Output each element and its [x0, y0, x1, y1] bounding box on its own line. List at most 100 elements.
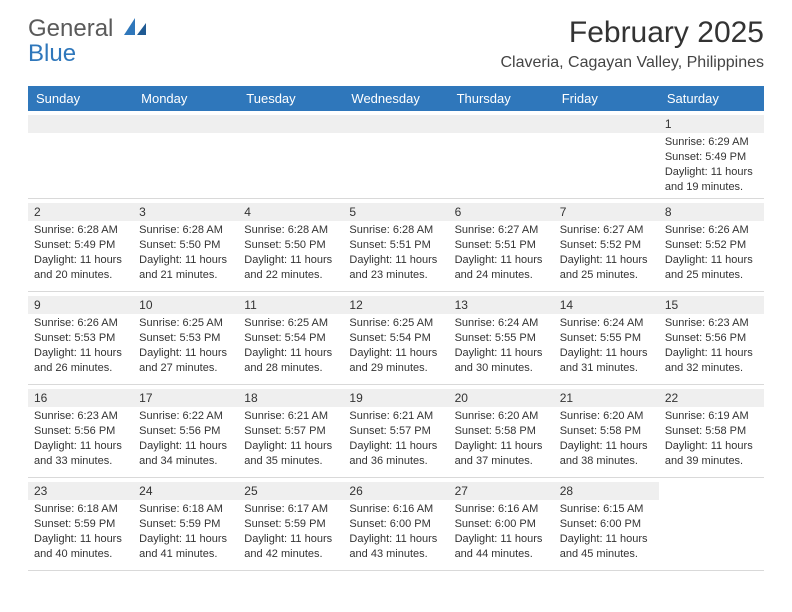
week-row: 2Sunrise: 6:28 AMSunset: 5:49 PMDaylight… [28, 199, 764, 292]
day-info: Sunrise: 6:22 AMSunset: 5:56 PMDaylight:… [139, 409, 232, 468]
day-info: Sunrise: 6:25 AMSunset: 5:54 PMDaylight:… [244, 316, 337, 375]
day-info-line: Sunrise: 6:27 AM [560, 223, 653, 238]
day-info-line: Sunset: 5:59 PM [34, 517, 127, 532]
day-info-line: Daylight: 11 hours [139, 439, 232, 454]
day-info-line: Daylight: 11 hours [139, 346, 232, 361]
day-info-line: Daylight: 11 hours [560, 346, 653, 361]
location-text: Claveria, Cagayan Valley, Philippines [500, 54, 764, 72]
day-cell: 3Sunrise: 6:28 AMSunset: 5:50 PMDaylight… [133, 199, 238, 291]
day-info-line: Sunrise: 6:15 AM [560, 502, 653, 517]
day-info-line: Daylight: 11 hours [349, 439, 442, 454]
day-info-line: and 32 minutes. [665, 361, 758, 376]
day-info: Sunrise: 6:16 AMSunset: 6:00 PMDaylight:… [349, 502, 442, 561]
day-number: 2 [28, 203, 133, 221]
day-info-line: Sunset: 5:57 PM [244, 424, 337, 439]
day-info-line: and 41 minutes. [139, 547, 232, 562]
day-info-line: Daylight: 11 hours [455, 439, 548, 454]
day-info-line: Daylight: 11 hours [455, 532, 548, 547]
day-info-line: Daylight: 11 hours [665, 346, 758, 361]
day-cell: 27Sunrise: 6:16 AMSunset: 6:00 PMDayligh… [449, 478, 554, 570]
day-info: Sunrise: 6:15 AMSunset: 6:00 PMDaylight:… [560, 502, 653, 561]
day-info-line: and 40 minutes. [34, 547, 127, 562]
day-info-line: and 44 minutes. [455, 547, 548, 562]
day-number: 14 [554, 296, 659, 314]
day-info-line: Sunset: 5:52 PM [560, 238, 653, 253]
day-number: 15 [659, 296, 764, 314]
day-info-line: Sunrise: 6:20 AM [455, 409, 548, 424]
day-info-line: Sunrise: 6:25 AM [139, 316, 232, 331]
day-info-line: Sunrise: 6:16 AM [455, 502, 548, 517]
day-info-line: Daylight: 11 hours [665, 165, 758, 180]
day-number: 18 [238, 389, 343, 407]
day-info-line: and 27 minutes. [139, 361, 232, 376]
day-cell [343, 111, 448, 198]
day-info-line: and 31 minutes. [560, 361, 653, 376]
weekday-cell: Thursday [449, 86, 554, 111]
day-info-line: and 34 minutes. [139, 454, 232, 469]
day-info-line: Sunrise: 6:21 AM [349, 409, 442, 424]
day-info-line: Daylight: 11 hours [244, 532, 337, 547]
day-info-line: and 30 minutes. [455, 361, 548, 376]
day-cell [449, 111, 554, 198]
day-info-line: and 28 minutes. [244, 361, 337, 376]
day-info: Sunrise: 6:29 AMSunset: 5:49 PMDaylight:… [665, 135, 758, 194]
day-cell: 5Sunrise: 6:28 AMSunset: 5:51 PMDaylight… [343, 199, 448, 291]
day-info-line: Sunset: 5:49 PM [665, 150, 758, 165]
day-info-line: Sunrise: 6:22 AM [139, 409, 232, 424]
logo-sail-icon [124, 15, 146, 42]
day-number: 27 [449, 482, 554, 500]
day-info-line: and 25 minutes. [560, 268, 653, 283]
day-info-line: Daylight: 11 hours [139, 253, 232, 268]
day-number: 25 [238, 482, 343, 500]
day-info-line: Daylight: 11 hours [665, 253, 758, 268]
day-info-line: and 24 minutes. [455, 268, 548, 283]
day-number: 23 [28, 482, 133, 500]
day-info: Sunrise: 6:23 AMSunset: 5:56 PMDaylight:… [665, 316, 758, 375]
day-info: Sunrise: 6:28 AMSunset: 5:50 PMDaylight:… [139, 223, 232, 282]
day-cell [28, 111, 133, 198]
day-info-line: Sunset: 5:59 PM [139, 517, 232, 532]
day-number: 13 [449, 296, 554, 314]
day-info-line: Sunrise: 6:28 AM [349, 223, 442, 238]
day-cell: 15 Sunrise: 6:23 AMSunset: 5:56 PMDayligh… [659, 292, 764, 384]
logo-text: General Blue [28, 16, 146, 66]
day-number: 20 [449, 389, 554, 407]
day-info: Sunrise: 6:24 AMSunset: 5:55 PMDaylight:… [455, 316, 548, 375]
day-number-strip-empty [28, 115, 133, 133]
day-number: 17 [133, 389, 238, 407]
day-info-line: Sunset: 5:58 PM [665, 424, 758, 439]
day-info-line: Sunrise: 6:28 AM [34, 223, 127, 238]
day-number: 6 [449, 203, 554, 221]
day-cell: 4Sunrise: 6:28 AMSunset: 5:50 PMDaylight… [238, 199, 343, 291]
day-number: 5 [343, 203, 448, 221]
day-number: 7 [554, 203, 659, 221]
day-info-line: Sunrise: 6:18 AM [139, 502, 232, 517]
day-info-line: Sunset: 5:57 PM [349, 424, 442, 439]
day-info-line: Daylight: 11 hours [244, 439, 337, 454]
day-info-line: Daylight: 11 hours [560, 253, 653, 268]
day-cell: 12Sunrise: 6:25 AMSunset: 5:54 PMDayligh… [343, 292, 448, 384]
day-number: 8 [659, 203, 764, 221]
day-info-line: and 43 minutes. [349, 547, 442, 562]
day-number: 10 [133, 296, 238, 314]
day-info-line: and 42 minutes. [244, 547, 337, 562]
day-info-line: and 25 minutes. [665, 268, 758, 283]
day-info-line: Sunset: 5:53 PM [139, 331, 232, 346]
day-cell: 10 Sunrise: 6:25 AMSunset: 5:53 PMDayligh… [133, 292, 238, 384]
day-info-line: Sunset: 6:00 PM [349, 517, 442, 532]
day-cell [238, 111, 343, 198]
day-info-line: Sunset: 5:56 PM [665, 331, 758, 346]
day-info-line: Sunrise: 6:24 AM [455, 316, 548, 331]
day-info-line: Sunset: 5:50 PM [244, 238, 337, 253]
weekday-header-row: SundayMondayTuesdayWednesdayThursdayFrid… [28, 86, 764, 111]
day-info: Sunrise: 6:21 AMSunset: 5:57 PMDaylight:… [349, 409, 442, 468]
day-cell: 18Sunrise: 6:21 AMSunset: 5:57 PMDayligh… [238, 385, 343, 477]
day-info-line: Sunrise: 6:25 AM [244, 316, 337, 331]
day-info-line: and 21 minutes. [139, 268, 232, 283]
day-info-line: Daylight: 11 hours [139, 532, 232, 547]
day-info-line: Daylight: 11 hours [34, 532, 127, 547]
day-number: 12 [343, 296, 448, 314]
day-info-line: Sunrise: 6:17 AM [244, 502, 337, 517]
day-info-line: Sunrise: 6:29 AM [665, 135, 758, 150]
day-info-line: Sunrise: 6:27 AM [455, 223, 548, 238]
